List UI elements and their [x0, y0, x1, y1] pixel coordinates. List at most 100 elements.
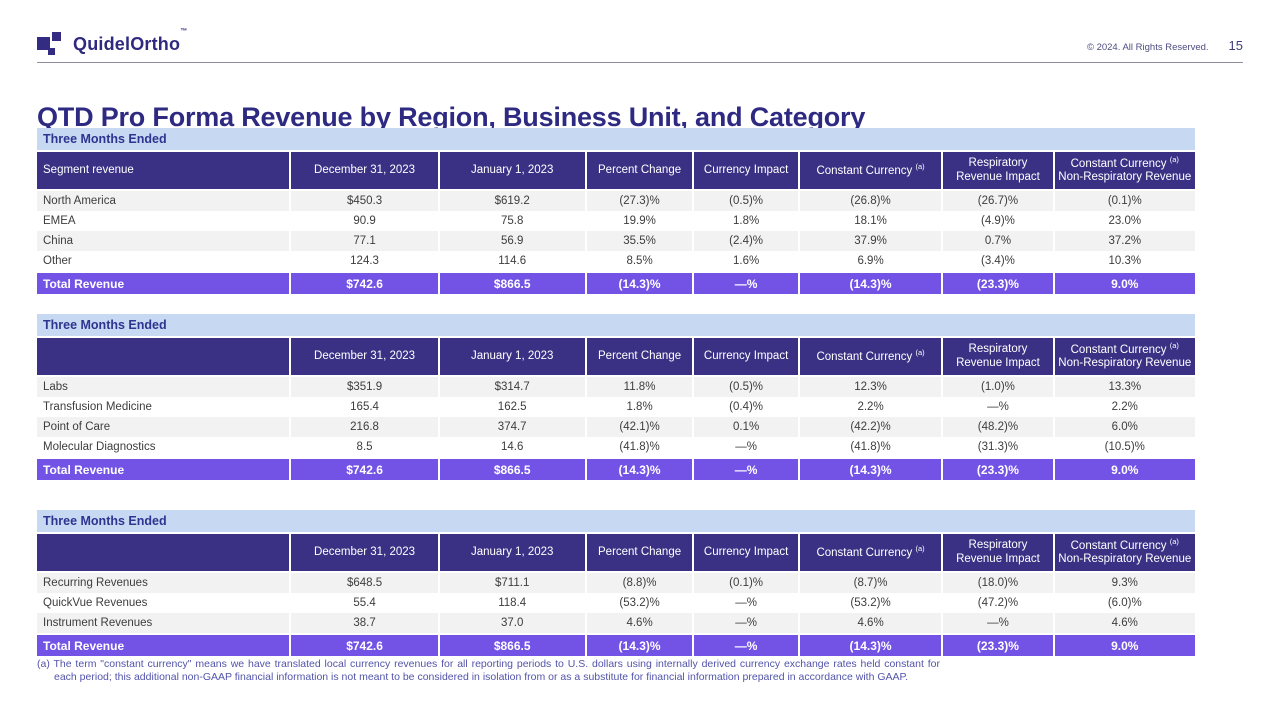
data-cell: (8.8)%: [584, 573, 693, 593]
column-header: Respiratory Revenue Impact: [941, 338, 1053, 377]
data-cell: 14.6: [437, 437, 585, 457]
data-cell: 374.7: [437, 417, 585, 437]
data-cell: 13.3%: [1052, 377, 1195, 397]
data-cell: $450.3: [289, 191, 438, 211]
data-cell: 37.2%: [1052, 231, 1195, 251]
header-row: December 31, 2023 January 1, 2023 Percent …: [37, 534, 1195, 573]
data-cell: —%: [692, 593, 797, 613]
data-cell: (26.8)%: [797, 191, 942, 211]
data-cell: 11.8%: [584, 377, 693, 397]
total-row: Total Revenue $742.6 $866.5 (14.3)% —% (14.3)…: [37, 271, 1195, 294]
column-header-line: Percent Change: [598, 163, 682, 176]
data-cell: 4.6%: [797, 613, 942, 633]
total-cell: $742.6: [289, 457, 438, 480]
column-header-line: Currency Impact: [703, 545, 789, 558]
data-cell: (8.7)%: [797, 573, 942, 593]
data-cell: 4.6%: [1052, 613, 1195, 633]
total-cell: 9.0%: [1052, 633, 1195, 656]
column-header: Percent Change: [584, 152, 693, 191]
data-cell: 56.9: [437, 231, 585, 251]
header-divider: [37, 62, 1243, 63]
total-cell: $742.6: [289, 633, 438, 656]
data-cell: 77.1: [289, 231, 438, 251]
data-cell: 0.7%: [941, 231, 1053, 251]
column-header-first: [37, 338, 290, 377]
column-header: Currency Impact: [692, 534, 798, 573]
data-cell: $648.5: [289, 573, 438, 593]
table-row: Instrument Revenues 38.7 37.0 4.6% —% 4.6% —% 4…: [37, 613, 1195, 633]
row-label: Recurring Revenues: [37, 573, 290, 593]
logo: QuidelOrtho™: [37, 28, 187, 56]
total-cell: —%: [692, 271, 798, 294]
data-cell: (0.5)%: [692, 191, 798, 211]
data-cell: (6.0)%: [1052, 593, 1195, 613]
data-cell: (10.5)%: [1052, 437, 1195, 457]
page-title: QTD Pro Forma Revenue by Region, Busines…: [37, 102, 866, 133]
column-header-line: Non-Respiratory Revenue: [1058, 171, 1192, 184]
column-header: Currency Impact: [692, 152, 798, 191]
column-header: Constant Currency (a): [797, 534, 942, 573]
data-cell: $619.2: [437, 191, 585, 211]
data-cell: 1.6%: [692, 251, 797, 271]
column-header-line: Non-Respiratory Revenue: [1058, 553, 1192, 566]
row-label: Other: [43, 255, 72, 267]
total-cell: (14.3)%: [584, 633, 693, 656]
total-cell: (14.3)%: [797, 633, 942, 656]
total-cell: (14.3)%: [584, 271, 693, 294]
data-cell: 216.8: [289, 417, 438, 437]
data-cell: (0.1)%: [692, 573, 798, 593]
total-cell: $866.5: [437, 271, 585, 294]
table-caption: Three Months Ended: [37, 314, 1195, 336]
data-cell: (4.9)%: [941, 211, 1052, 231]
column-header-line: Constant Currency: [816, 350, 913, 363]
column-header-line: January 1, 2023: [470, 349, 554, 362]
data-cell: —%: [692, 437, 797, 457]
column-header-first: Segment revenue: [37, 152, 290, 191]
row-label: Transfusion Medicine: [43, 401, 152, 413]
data-cell: 23.0%: [1052, 211, 1195, 231]
data-cell: (53.2)%: [584, 593, 693, 613]
column-header-line: Constant Currency: [816, 546, 913, 559]
data-cell: 2.2%: [797, 397, 942, 417]
table-row: QuickVue Revenues 55.4 118.4 (53.2)% —% (53.2…: [37, 593, 1195, 613]
table-row: China 77.1 56.9 35.5% (2.4)% 37.9% 0.7% 37.2%: [37, 231, 1195, 251]
data-cell: 38.7: [289, 613, 438, 633]
trademark-symbol: ™: [180, 27, 188, 35]
footnote-ref: (a): [1169, 537, 1179, 547]
total-row: Total Revenue $742.6 $866.5 (14.3)% —% (14.3)…: [37, 633, 1195, 656]
row-label: North America: [37, 191, 290, 211]
data-cell: (41.8)%: [797, 437, 942, 457]
total-cell: 9.0%: [1052, 457, 1195, 480]
data-cell: (53.2)%: [797, 593, 942, 613]
data-cell: 10.3%: [1052, 251, 1195, 271]
data-cell: 165.4: [289, 397, 437, 417]
column-header: January 1, 2023: [437, 534, 585, 573]
total-cell: (23.3)%: [941, 633, 1053, 656]
column-header: Respiratory Revenue Impact: [941, 534, 1053, 573]
data-cell: 55.4: [289, 593, 437, 613]
column-header-line: Constant Currency: [1070, 157, 1167, 170]
column-header-line: Constant Currency: [1070, 539, 1167, 552]
data-cell: $351.9: [289, 377, 438, 397]
tables-area: Three Months Ended Segment revenue Decembe…: [37, 128, 1195, 656]
footnote-ref: (a): [915, 161, 925, 171]
data-cell: 37.0: [437, 613, 585, 633]
total-cell: (14.3)%: [584, 457, 693, 480]
column-header-line: Revenue Impact: [956, 356, 1040, 369]
quidelortho-logo-icon: [37, 32, 64, 56]
page-number: 15: [1228, 38, 1243, 53]
data-cell: (26.7)%: [941, 191, 1053, 211]
column-header-line: Percent Change: [598, 545, 682, 558]
table-row: Point of Care 216.8 374.7 (42.1)% 0.1% (42.2)…: [37, 417, 1195, 437]
column-header-line: Constant Currency: [1070, 343, 1167, 356]
column-header-line: December 31, 2023: [314, 349, 416, 362]
column-header: Percent Change: [584, 534, 693, 573]
column-header-line: Respiratory: [968, 538, 1028, 551]
table-row: Molecular Diagnostics 8.5 14.6 (41.8)% —% (41…: [37, 437, 1195, 457]
column-header: Percent Change: [584, 338, 693, 377]
total-cell: (23.3)%: [941, 457, 1053, 480]
data-cell: 37.9%: [797, 231, 942, 251]
column-header-line: December 31, 2023: [314, 163, 416, 176]
header-row: Segment revenue December 31, 2023 January …: [37, 152, 1195, 191]
table-block: Three Months Ended Segment revenue Decembe…: [37, 128, 1195, 294]
